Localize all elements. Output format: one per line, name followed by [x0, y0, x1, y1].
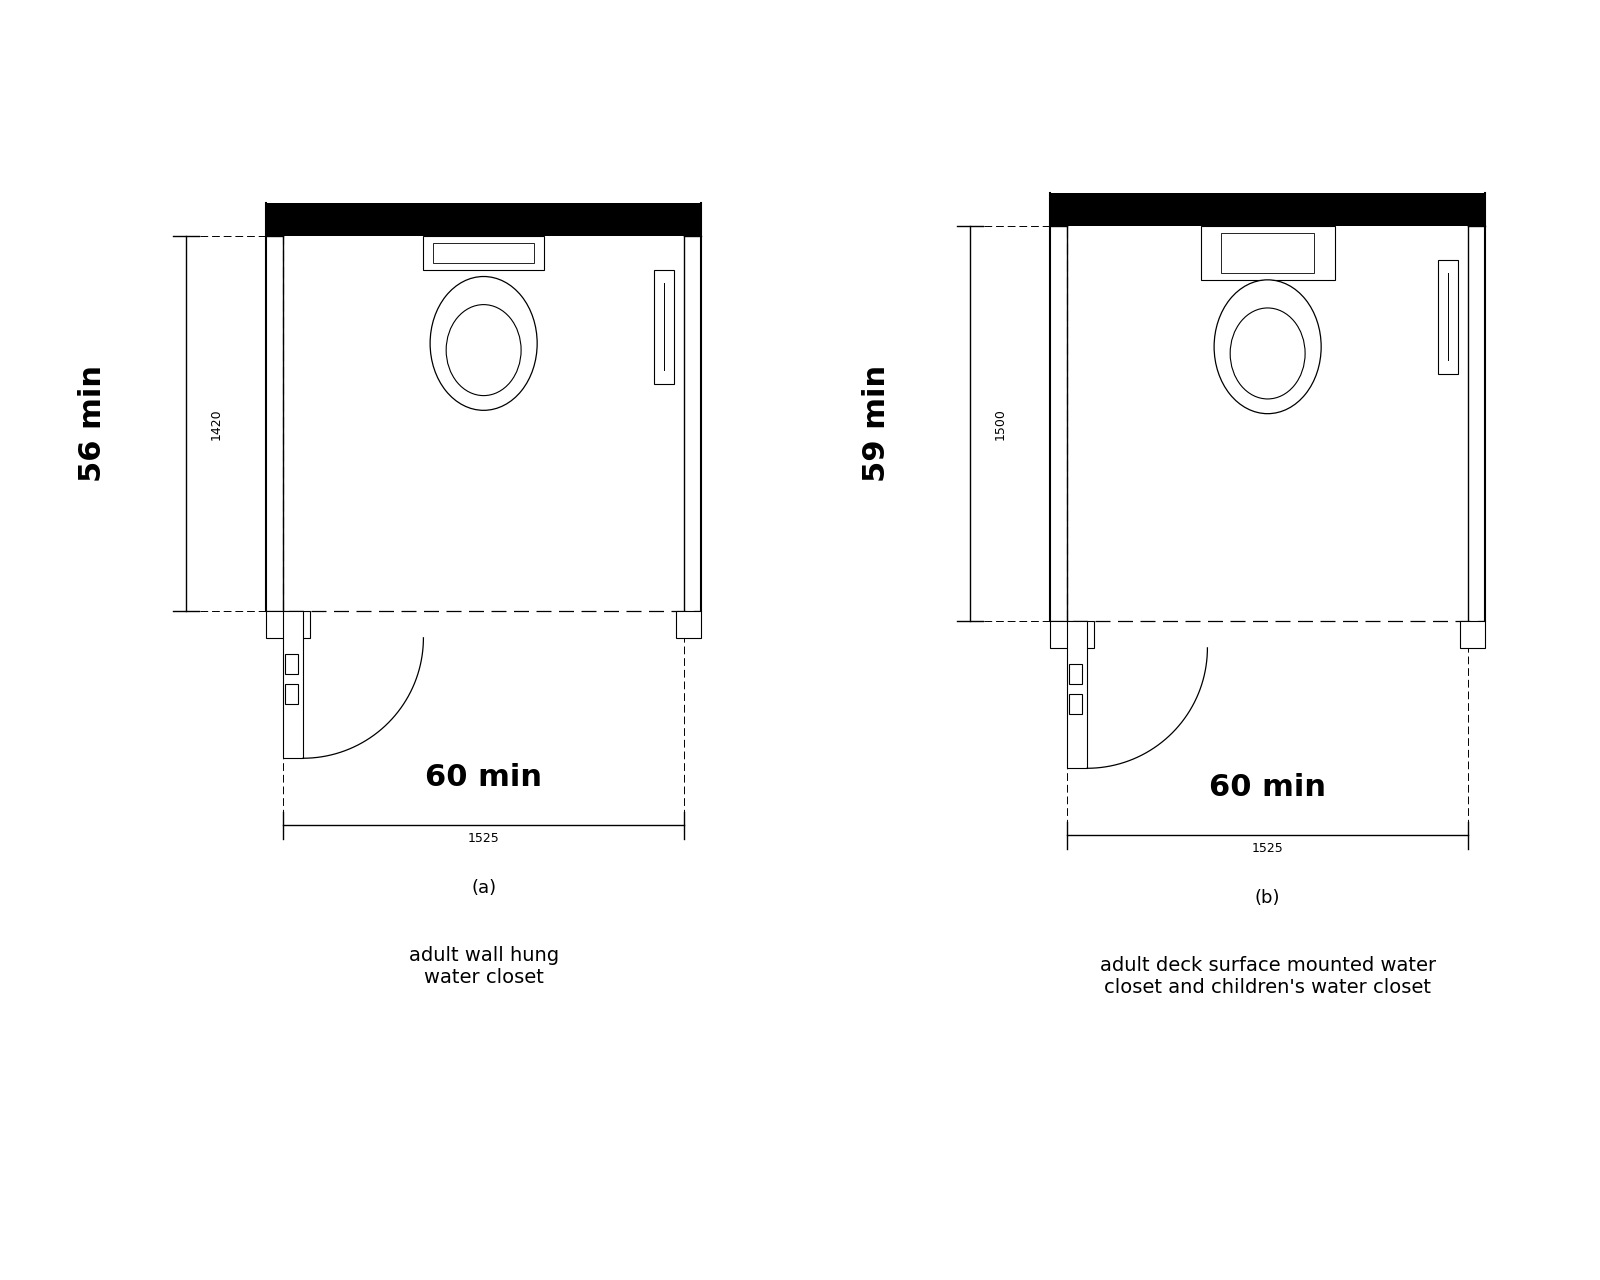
Text: 1500: 1500	[994, 408, 1006, 439]
Text: adult wall hung
water closet: adult wall hung water closet	[408, 946, 558, 987]
Bar	[1050, 621, 1094, 648]
Text: 1420: 1420	[210, 408, 222, 439]
Bar	[1438, 260, 1458, 374]
Bar	[283, 611, 302, 758]
Ellipse shape	[1214, 280, 1322, 413]
Text: 60 min: 60 min	[426, 763, 542, 792]
Bar	[285, 684, 298, 704]
Bar	[1067, 621, 1086, 768]
Bar	[654, 270, 674, 384]
Bar	[1461, 621, 1485, 648]
Text: 1525: 1525	[467, 832, 499, 845]
Bar	[266, 204, 701, 237]
Ellipse shape	[446, 305, 522, 396]
Bar	[1069, 694, 1082, 714]
Text: adult deck surface mounted water
closet and children's water closet: adult deck surface mounted water closet …	[1099, 956, 1435, 997]
Text: (b): (b)	[1254, 888, 1280, 906]
Bar	[424, 237, 544, 270]
Bar	[1050, 193, 1485, 227]
Bar	[1069, 664, 1082, 684]
Text: 56 min: 56 min	[78, 365, 107, 483]
Bar	[1200, 227, 1334, 280]
Bar	[1221, 233, 1315, 273]
Text: 1525: 1525	[1251, 842, 1283, 855]
Ellipse shape	[1230, 308, 1306, 399]
Bar	[434, 243, 534, 264]
Text: 59 min: 59 min	[862, 365, 891, 483]
Ellipse shape	[430, 276, 538, 411]
Text: 60 min: 60 min	[1210, 773, 1326, 801]
Bar	[285, 654, 298, 675]
Text: (a): (a)	[470, 878, 496, 897]
Bar	[677, 611, 701, 637]
Bar	[266, 611, 310, 637]
